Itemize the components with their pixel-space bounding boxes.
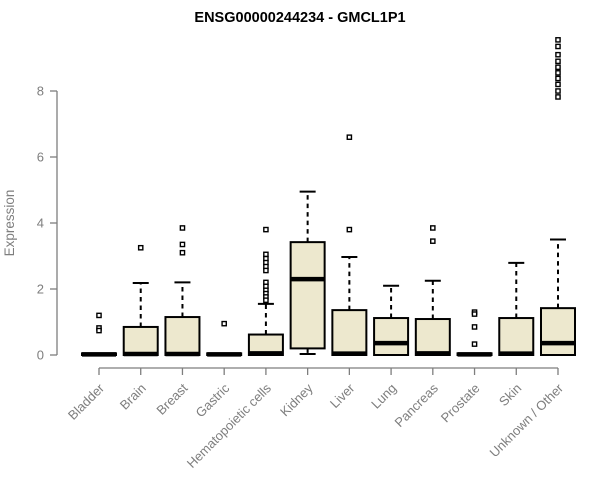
- outlier-point: [555, 64, 561, 71]
- y-tick-label: 2: [37, 282, 44, 297]
- x-tick-label-brain: Brain: [117, 381, 149, 413]
- iqr-box: [164, 316, 201, 356]
- y-tick-label: 4: [37, 216, 44, 231]
- iqr-box: [122, 325, 159, 357]
- iqr-box: [331, 309, 368, 356]
- x-tick-label-unknown-other: Unknown / Other: [487, 380, 567, 460]
- iqr-box: [539, 307, 576, 357]
- outlier-point: [263, 251, 269, 258]
- x-tick-label-bladder: Bladder: [65, 380, 108, 423]
- outlier-point: [221, 320, 227, 327]
- box-group-unknown-other: [539, 37, 576, 357]
- x-tick-label-liver: Liver: [327, 380, 358, 411]
- outlier-point: [263, 226, 269, 233]
- outlier-point: [555, 75, 561, 82]
- outlier-point: [471, 311, 478, 317]
- iqr-box: [289, 241, 326, 350]
- outlier-point: [430, 238, 436, 244]
- x-tick-label-breast: Breast: [153, 380, 190, 417]
- box-group-kidney: [289, 190, 326, 356]
- y-tick-label: 8: [37, 84, 44, 99]
- x-tick-label-kidney: Kidney: [277, 380, 316, 419]
- outlier-point: [179, 225, 186, 231]
- x-tick-label-lung: Lung: [368, 381, 399, 412]
- y-axis-label: Expression: [2, 190, 17, 257]
- outlier-point: [555, 58, 561, 65]
- outlier-point: [96, 327, 102, 334]
- box-group-pancreas: [414, 225, 451, 356]
- outlier-point: [555, 81, 561, 88]
- box-group-bladder: [81, 312, 117, 357]
- chart-title: ENSG00000244234 - GMCL1P1: [194, 10, 405, 26]
- box-group-prostate: [456, 309, 493, 357]
- box-group-hematopoietic-cells: [247, 226, 284, 357]
- outlier-point: [346, 134, 353, 141]
- outlier-point: [555, 37, 561, 43]
- outlier-point: [179, 249, 186, 256]
- outlier-point: [96, 312, 102, 319]
- outlier-point: [346, 226, 353, 233]
- box-group-breast: [164, 225, 201, 357]
- box-group-lung: [373, 284, 410, 357]
- outlier-point: [555, 88, 561, 94]
- outlier-point: [555, 43, 561, 50]
- box-group-gastric: [206, 320, 243, 357]
- box-group-brain: [122, 244, 159, 357]
- box-group-skin: [498, 261, 535, 357]
- outlier-point: [471, 324, 478, 330]
- outlier-point: [555, 51, 561, 58]
- outlier-point: [471, 341, 478, 347]
- iqr-box: [498, 317, 535, 357]
- outlier-point: [263, 267, 269, 274]
- outlier-point: [555, 94, 561, 100]
- outlier-point: [555, 70, 561, 76]
- box-group-liver: [331, 134, 368, 356]
- iqr-box: [414, 318, 451, 356]
- x-tick-label-pancreas: Pancreas: [391, 380, 441, 430]
- outlier-point: [263, 297, 269, 304]
- y-tick-label: 0: [37, 348, 44, 363]
- iqr-box: [373, 317, 410, 357]
- outlier-point: [179, 241, 186, 248]
- x-tick-label-prostate: Prostate: [438, 381, 483, 426]
- x-tick-label-skin: Skin: [496, 381, 524, 409]
- x-tick-label-gastric: Gastric: [193, 380, 233, 420]
- y-tick-label: 6: [37, 150, 44, 165]
- outlier-point: [137, 244, 144, 251]
- outlier-point: [430, 225, 436, 231]
